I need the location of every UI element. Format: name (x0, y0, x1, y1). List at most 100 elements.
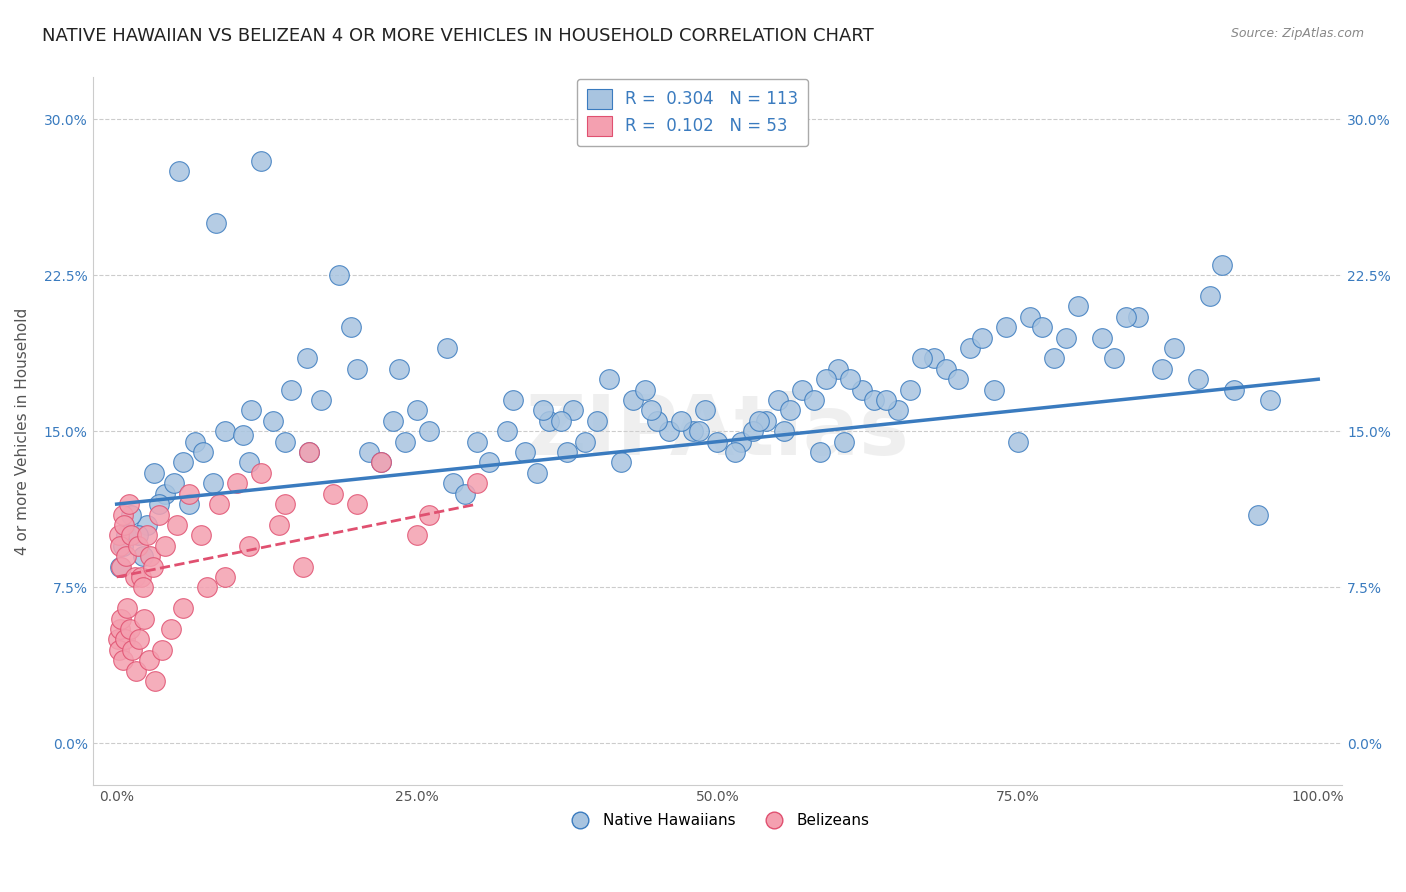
Point (240, 403, 263, 417)
Point (328, 268, 350, 282)
Point (274, 497, 297, 511)
Point (127, 528, 149, 542)
Point (465, 434, 488, 449)
Point (280, 383, 302, 397)
Point (111, 508, 134, 522)
Point (205, 216, 228, 230)
Point (1150, 361, 1173, 376)
Point (418, 508, 440, 522)
Point (742, 424, 765, 438)
Point (790, 383, 813, 397)
Point (238, 455, 260, 469)
Point (1067, 299, 1090, 313)
Point (111, 653, 134, 667)
Point (291, 559, 314, 574)
Point (195, 580, 218, 594)
Point (184, 434, 207, 449)
Point (340, 320, 363, 334)
Point (586, 414, 609, 428)
Point (688, 424, 710, 438)
Point (148, 497, 170, 511)
Point (418, 424, 440, 438)
Point (515, 445, 537, 459)
Point (135, 517, 157, 532)
Point (250, 153, 273, 168)
Point (640, 403, 662, 417)
Point (120, 508, 142, 522)
Point (110, 539, 132, 553)
Point (172, 455, 194, 469)
Point (946, 372, 969, 386)
Point (502, 392, 524, 407)
Point (110, 559, 132, 574)
Point (682, 424, 704, 438)
Point (322, 486, 344, 500)
Text: NATIVE HAWAIIAN VS BELIZEAN 4 OR MORE VEHICLES IN HOUSEHOLD CORRELATION CHART: NATIVE HAWAIIAN VS BELIZEAN 4 OR MORE VE… (42, 27, 875, 45)
Y-axis label: 4 or more Vehicles in Household: 4 or more Vehicles in Household (15, 308, 30, 555)
Point (814, 372, 837, 386)
Point (153, 486, 176, 500)
Point (441, 476, 464, 491)
Point (983, 383, 1005, 397)
Point (135, 528, 157, 542)
Point (730, 434, 752, 449)
Point (1199, 289, 1222, 303)
Point (208, 497, 231, 511)
Point (238, 539, 260, 553)
Point (274, 434, 297, 449)
Point (1163, 341, 1185, 355)
Point (634, 383, 657, 397)
Point (838, 372, 860, 386)
Point (621, 392, 644, 407)
Point (647, 414, 669, 428)
Point (388, 361, 411, 376)
Point (129, 570, 152, 584)
Point (1007, 434, 1029, 449)
Point (562, 403, 585, 417)
Point (115, 549, 138, 563)
Point (1258, 392, 1281, 407)
Point (394, 434, 416, 449)
Point (150, 642, 173, 657)
Point (574, 434, 596, 449)
Point (1115, 310, 1137, 324)
Point (959, 341, 981, 355)
Point (1247, 508, 1270, 522)
Point (166, 517, 188, 532)
Point (779, 403, 801, 417)
Point (875, 392, 897, 407)
Point (142, 466, 165, 480)
Point (118, 497, 141, 511)
Point (851, 383, 873, 397)
Point (766, 392, 789, 407)
Point (357, 445, 380, 459)
Point (706, 434, 728, 449)
Point (886, 403, 908, 417)
Point (120, 528, 142, 542)
Text: ZIPAtlas: ZIPAtlas (526, 391, 910, 472)
Point (214, 570, 236, 584)
Point (994, 320, 1017, 334)
Point (436, 341, 458, 355)
Point (107, 632, 129, 647)
Point (827, 361, 849, 376)
Point (1126, 310, 1149, 324)
Point (382, 414, 405, 428)
Point (108, 642, 131, 657)
Point (1018, 310, 1040, 324)
Point (225, 476, 247, 491)
Point (267, 517, 290, 532)
Point (803, 392, 825, 407)
Point (754, 414, 776, 428)
Point (295, 351, 318, 366)
Point (115, 528, 138, 542)
Point (555, 445, 578, 459)
Point (127, 539, 149, 553)
Point (121, 642, 143, 657)
Point (496, 424, 519, 438)
Point (346, 361, 368, 376)
Point (808, 445, 831, 459)
Point (250, 466, 273, 480)
Point (153, 539, 176, 553)
Point (110, 611, 132, 625)
